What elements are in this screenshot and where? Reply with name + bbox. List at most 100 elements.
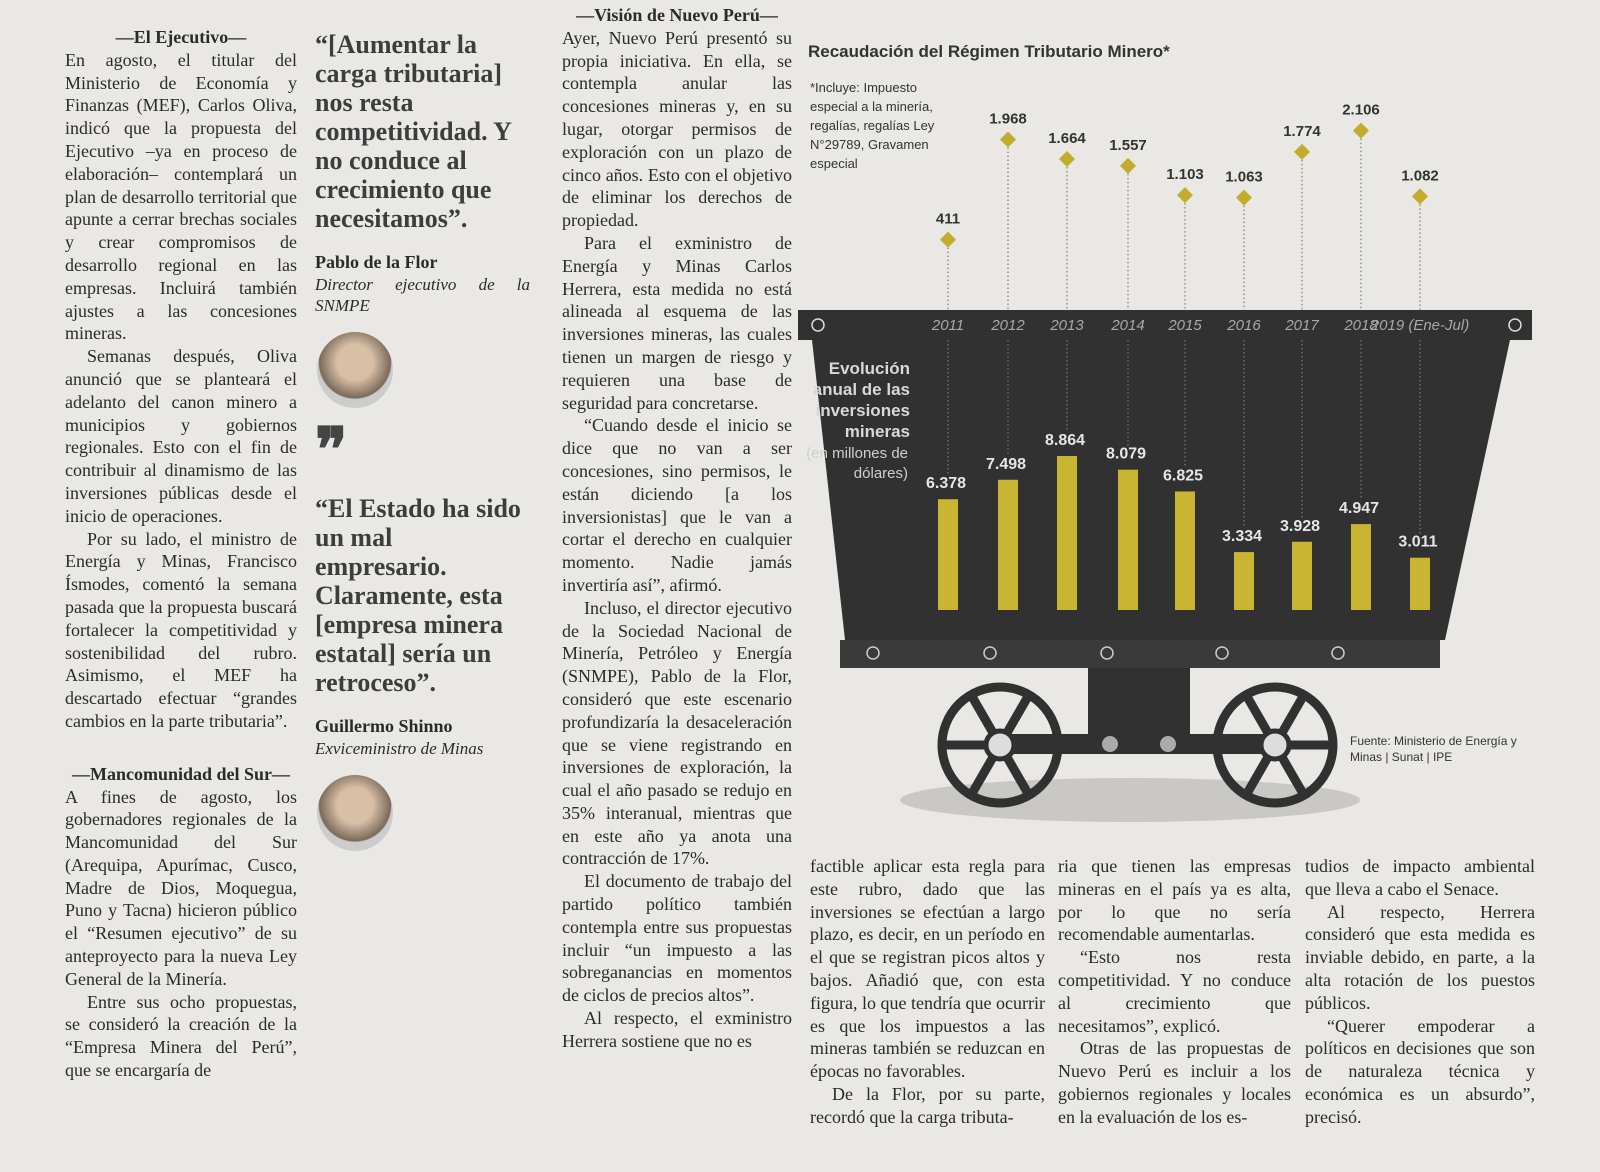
inner-subtitle: (en millones de dólares) (806, 445, 908, 482)
bolt (1102, 736, 1118, 752)
paragraph: “Querer empoderar a políticos en decisio… (1305, 1015, 1535, 1127)
bar (1057, 456, 1077, 610)
rivet (1215, 646, 1229, 660)
rivet (866, 646, 880, 660)
portrait (317, 331, 393, 408)
value-label: 4.947 (1339, 500, 1379, 517)
paragraph: Entre sus ocho propuestas, se consideró … (65, 991, 297, 1081)
bar (1410, 557, 1430, 610)
value-label: 8.079 (1106, 446, 1146, 463)
year-label: 2013 (1049, 317, 1084, 334)
value-label: 1.557 (1109, 137, 1147, 154)
column: ria que tienen las empresas mineras en e… (1058, 855, 1291, 1129)
paragraph: Para el exministro de Energía y Minas Ca… (562, 232, 792, 413)
rivet (1100, 646, 1114, 660)
cart-rim (798, 310, 1532, 340)
person-role: Exviceministro de Minas (315, 738, 484, 758)
value-label: 1.103 (1166, 166, 1204, 183)
quotes-column: “[Aumentar la carga tributaria] nos rest… (315, 30, 530, 851)
quote-icon: ❞ (315, 416, 348, 483)
pull-quote: “[Aumentar la carga tributaria] nos rest… (315, 30, 511, 233)
person-role: Director ejecutivo de la SNMPE (315, 274, 530, 315)
column: —Visión de Nuevo Perú— Ayer, Nuevo Perú … (562, 4, 792, 1053)
year-label: 2015 (1167, 317, 1202, 334)
paragraph: Otras de las propuestas de Nuevo Perú es… (1058, 1038, 1291, 1127)
paragraph: De la Flor, por su parte, recordó que la… (810, 1083, 1045, 1127)
diamond (1177, 187, 1193, 204)
value-label: 3.928 (1280, 518, 1320, 535)
rivet (1508, 318, 1522, 332)
value-label: 7.498 (986, 456, 1026, 473)
wheel (1212, 682, 1338, 808)
year-label: 2017 (1284, 317, 1319, 334)
hub (983, 728, 1017, 762)
paragraph: Al respecto, Herrera consideró que esta … (1305, 901, 1535, 1013)
paragraph: “Esto nos resta competitividad. Y no con… (1058, 947, 1291, 1036)
paragraph: Por su lado, el ministro de Energía y Mi… (65, 528, 297, 731)
value-label: 1.664 (1048, 130, 1086, 147)
year-label: 2011 (931, 317, 964, 334)
value-label: 3.334 (1222, 528, 1262, 545)
bar (1292, 541, 1312, 610)
paragraph: A fines de agosto, los gobernadores regi… (65, 786, 297, 989)
paragraph: Al respecto, el exministro Herrera sosti… (562, 1008, 792, 1051)
bolt (1160, 736, 1176, 752)
paragraph: tudios de impacto ambiental que lleva a … (1305, 856, 1535, 899)
value-label: 1.968 (989, 110, 1027, 127)
diamond (1059, 151, 1075, 168)
paragraph: ria que tienen las empresas mineras en e… (1058, 856, 1291, 945)
rivet (811, 318, 825, 332)
wheel (937, 682, 1063, 808)
paragraph: factible aplicar esta regla para este ru… (810, 856, 1045, 1082)
value-label: 1.063 (1225, 169, 1263, 186)
value-label: 6.825 (1163, 467, 1203, 484)
value-label: 6.378 (926, 475, 966, 492)
person-name: Pablo de la Flor (315, 252, 438, 272)
year-label: 2012 (990, 317, 1025, 334)
hub (1258, 728, 1292, 762)
paragraph: En agosto, el titular del Ministerio de … (65, 49, 297, 344)
axle (1000, 734, 1275, 754)
cart-block (1088, 668, 1190, 738)
inner-title: Evolución anual de las inversiones miner… (812, 359, 910, 441)
diamond (1236, 189, 1252, 206)
year-label: 2018 (1343, 317, 1378, 334)
chart-note: *Incluye: Impuesto especial a la minería… (810, 80, 935, 171)
diamond (940, 231, 956, 248)
paragraph: Semanas después, Oliva anunció que se pl… (65, 346, 297, 526)
value-label: 411 (936, 211, 960, 228)
value-label: 1.082 (1401, 167, 1439, 184)
diamond (1353, 122, 1369, 139)
rivet (1331, 646, 1345, 660)
paragraph: “Cuando desde el inicio se dice que no v… (562, 415, 792, 595)
diamond (1412, 188, 1428, 205)
diamond (1294, 143, 1310, 160)
chart-source: Fuente: Ministerio de Energía y Minas | … (1350, 734, 1517, 764)
bar (1175, 491, 1195, 610)
portrait (317, 774, 393, 851)
paragraph: Ayer, Nuevo Perú presentó su propia inic… (562, 27, 792, 231)
rivet (983, 646, 997, 660)
cart-rail (840, 640, 1440, 668)
column: —El Ejecutivo— En agosto, el titular del… (65, 26, 297, 1082)
bar (1351, 524, 1371, 610)
paragraph: Incluso, el director ejecutivo de la Soc… (562, 597, 792, 869)
bar (938, 499, 958, 610)
heading: —Visión de Nuevo Perú— (576, 5, 778, 25)
cart-body (812, 340, 1510, 640)
diamond (1120, 157, 1136, 174)
heading: —El Ejecutivo— (115, 27, 247, 47)
value-label: 1.774 (1283, 123, 1321, 140)
person-name: Guillermo Shinno (315, 715, 453, 736)
paragraph: El documento de trabajo del partido polí… (562, 871, 792, 1006)
bar (998, 479, 1018, 610)
value-label: 3.011 (1398, 534, 1437, 551)
diamond (1000, 131, 1016, 148)
value-label: 8.864 (1045, 432, 1085, 449)
year-label: 2016 (1226, 317, 1261, 334)
heading: —Mancomunidad del Sur— (71, 763, 291, 784)
pull-quote: “El Estado ha sido un mal empresario. Cl… (315, 493, 521, 697)
